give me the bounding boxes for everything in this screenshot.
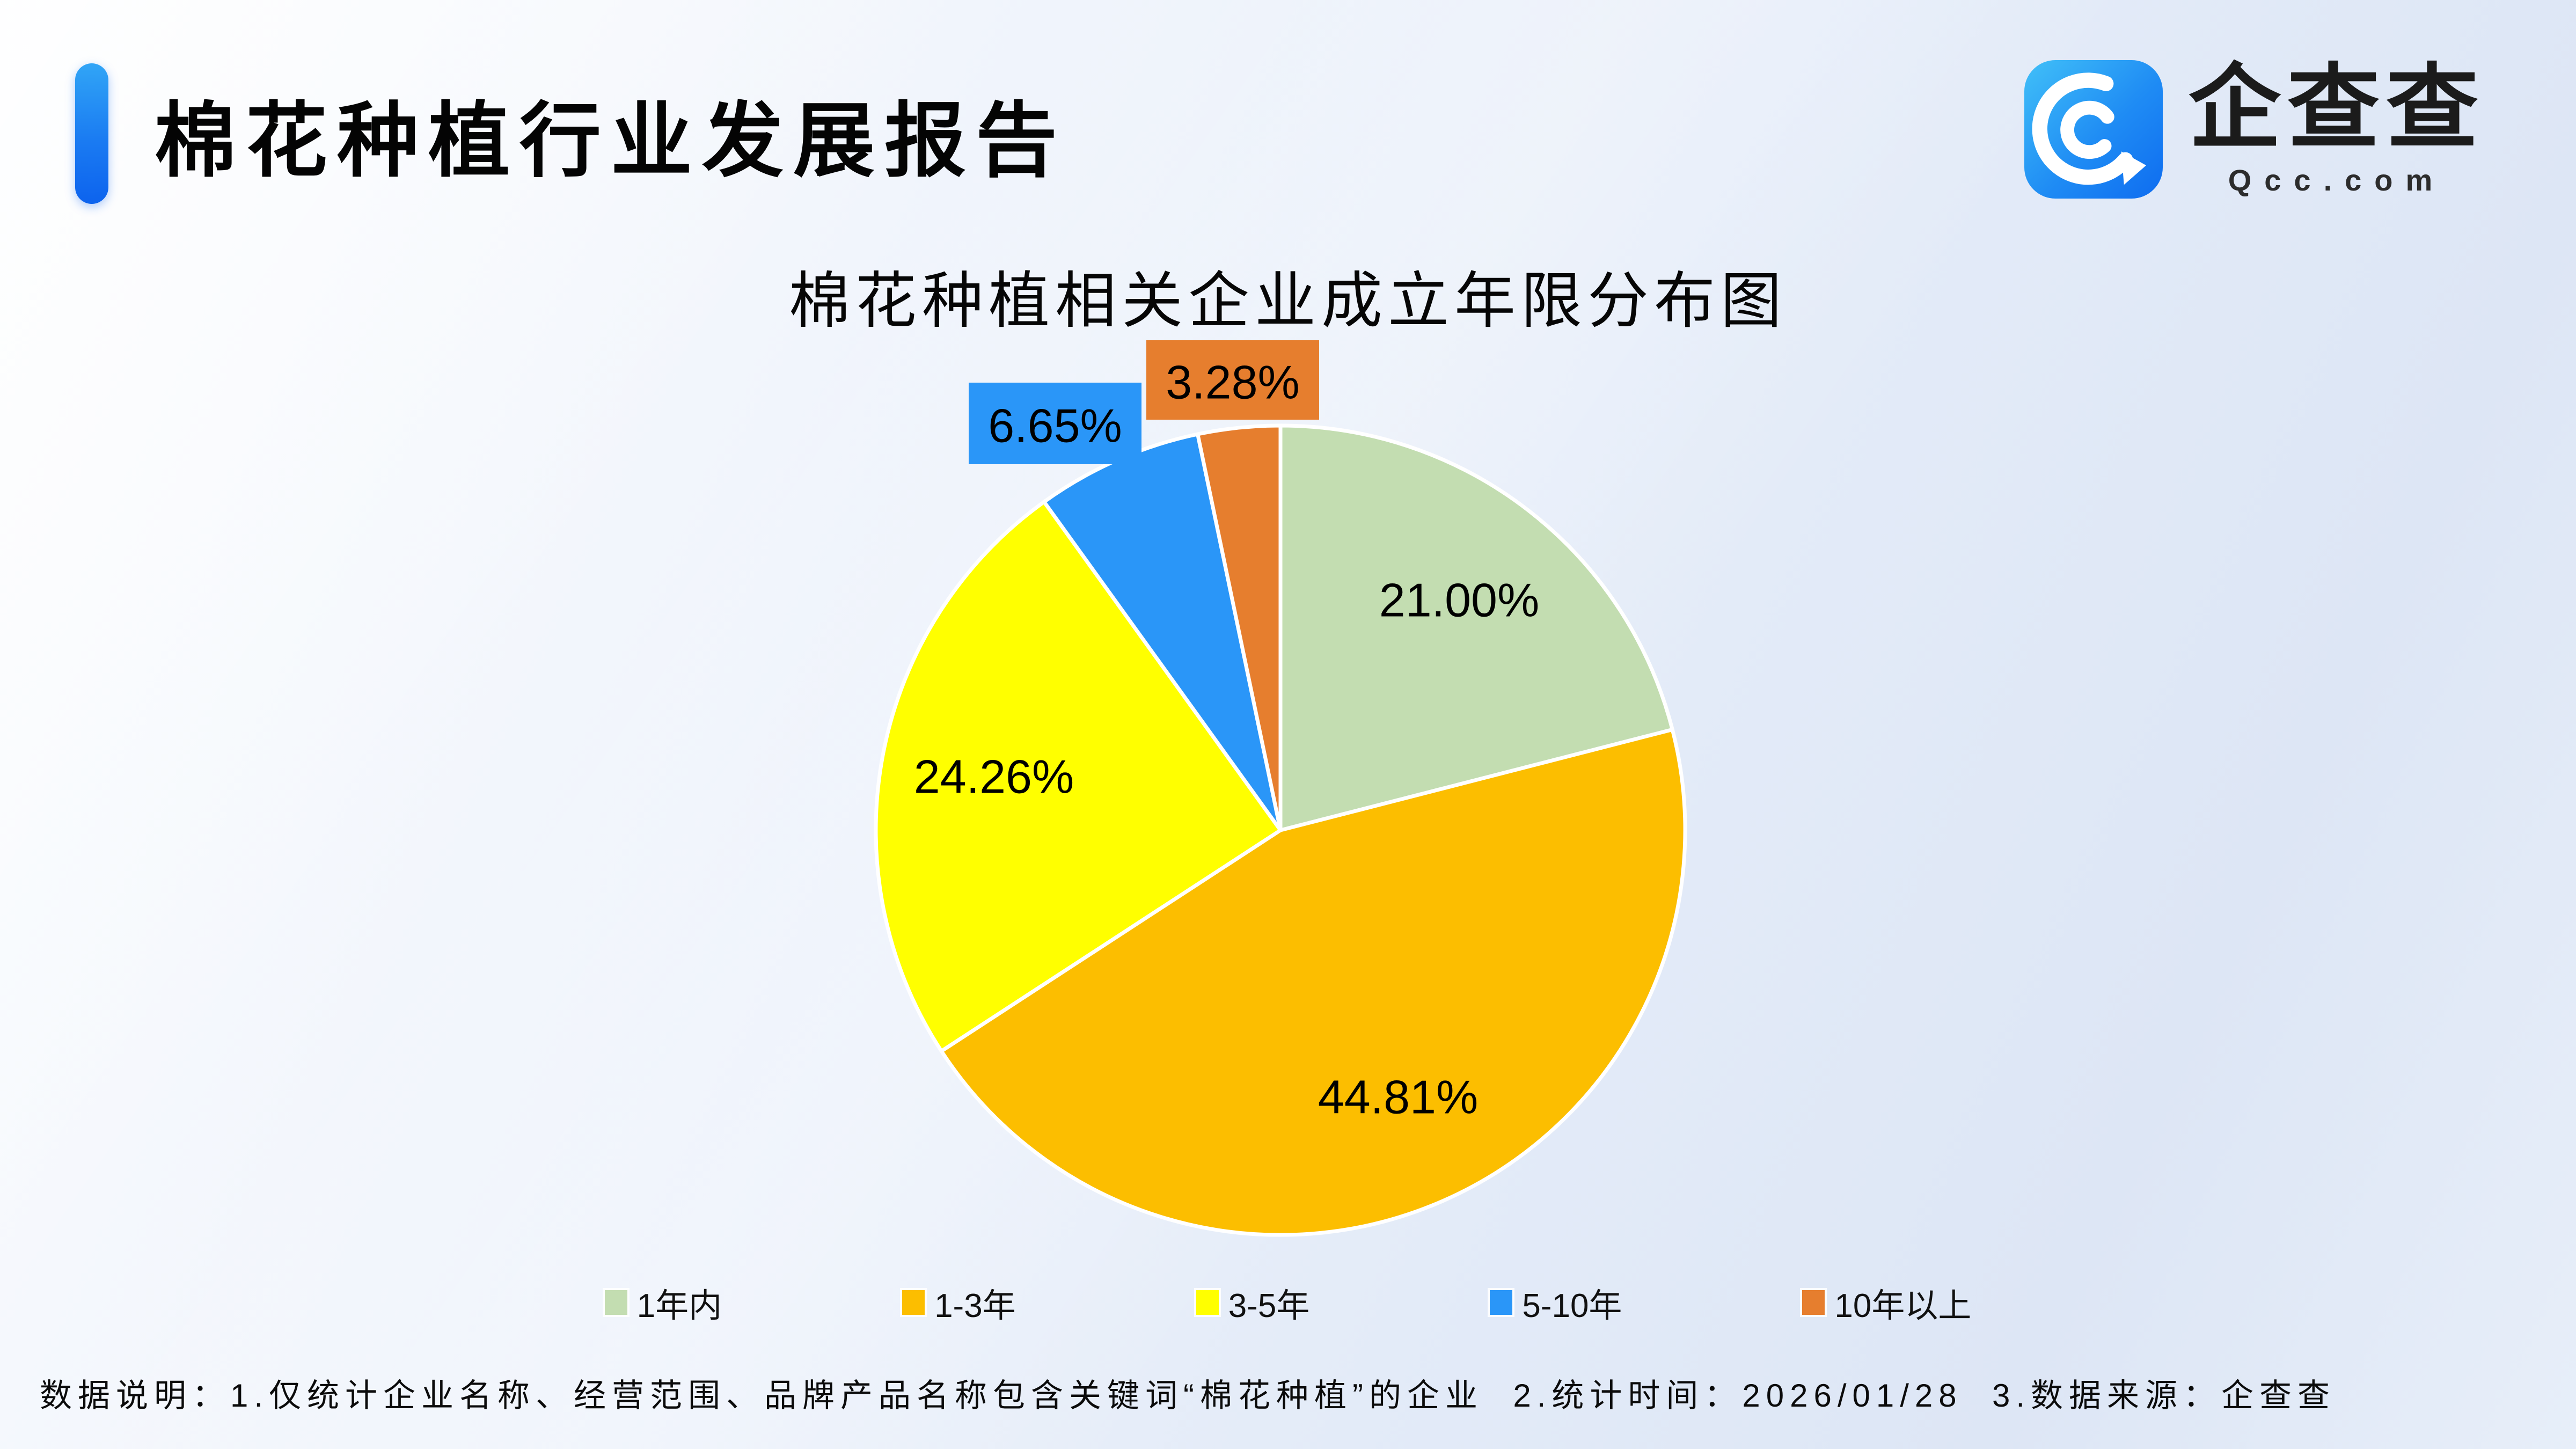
pie-callout-box-5-10年 [969, 383, 1141, 464]
pie-callout-box-10年以上 [1146, 340, 1319, 420]
legend-label-10年以上: 10年以上 [1834, 1287, 1972, 1324]
chart-title: 棉花种植相关企业成立年限分布图 [788, 267, 1787, 335]
legend-item-10年以上: 10年以上 [1802, 1278, 1971, 1327]
qcc-spiral-q-icon [2024, 60, 2163, 199]
qcc-logo-text: 企查查 Qcc.com [2189, 61, 2485, 197]
pie-callout-label-5-10年: 6.65% [988, 399, 1122, 452]
legend-label-1-3年: 1-3年 [934, 1287, 1016, 1324]
qcc-logo: 企查查 Qcc.com [2024, 60, 2485, 199]
pie-slice-1年内 [1278, 423, 1674, 832]
page-title: 棉花种植行业发展报告 [155, 96, 1067, 187]
legend-swatch-10年以上 [1802, 1290, 1825, 1315]
legend-label-5-10年: 5-10年 [1522, 1287, 1622, 1324]
report-header: 棉花种植行业发展报告 [75, 63, 1067, 204]
legend-item-5-10年: 5-10年 [1490, 1278, 1622, 1327]
legend-label-1年内: 1年内 [636, 1287, 722, 1324]
legend-swatch-5-10年 [1490, 1290, 1513, 1315]
pie-label-1年内: 21.00% [1379, 574, 1539, 627]
pie-slice-3-5年 [874, 500, 1283, 1053]
qcc-spiral-q-glyph [2032, 72, 2147, 185]
pie-label-3-5年: 24.26% [914, 750, 1074, 803]
legend-item-3-5年: 3-5年 [1196, 1278, 1310, 1327]
data-notes: 数据说明：1.仅统计企业名称、经营范围、品牌产品名称包含关键词“棉花种植”的企业… [40, 1378, 2336, 1414]
legend-item-1年内: 1年内 [604, 1278, 722, 1327]
legend-swatch-1-3年 [902, 1290, 925, 1315]
legend-swatch-1年内 [604, 1290, 627, 1315]
pie-callout-label-10年以上: 3.28% [1166, 356, 1300, 409]
pie-slice-1-3年 [939, 728, 1687, 1237]
qcc-logo-name: 企查查 [2189, 56, 2485, 159]
pie-slice-10年以上 [1196, 423, 1283, 832]
legend-swatch-3-5年 [1196, 1290, 1219, 1315]
pie-label-1-3年: 44.81% [1318, 1071, 1478, 1124]
chart-legend: 1年内 1-3年 3-5年 5-10年 10年以上 [0, 1278, 2576, 1327]
legend-item-1-3年: 1-3年 [902, 1278, 1016, 1327]
qcc-logo-domain: Qcc.com [2228, 163, 2446, 197]
legend-label-3-5年: 3-5年 [1228, 1287, 1310, 1324]
title-accent-bar [75, 63, 108, 204]
